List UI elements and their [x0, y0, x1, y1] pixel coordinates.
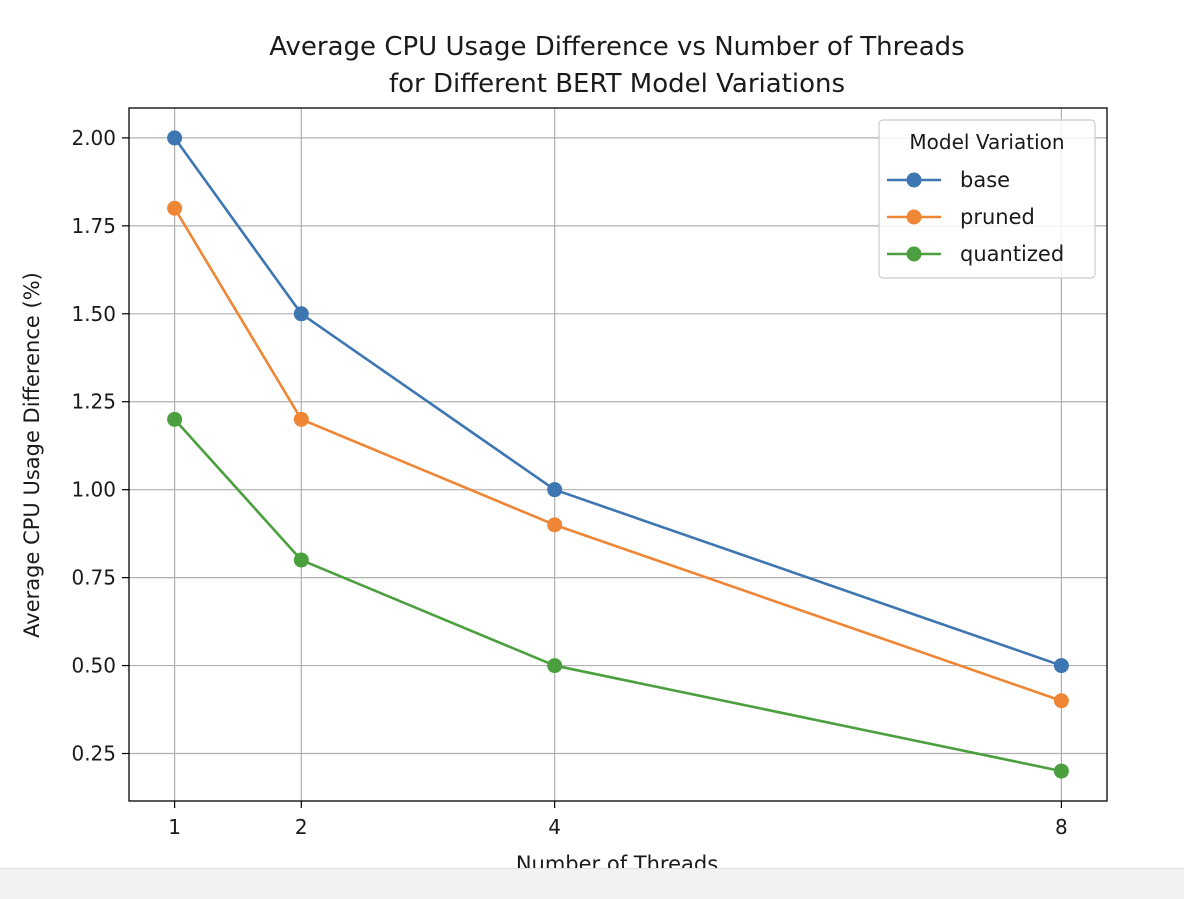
data-point: [167, 130, 183, 146]
data-point: [547, 517, 563, 533]
y-tick-label: 0.50: [71, 654, 116, 678]
x-axis-ticks: 1 2 4 8: [168, 801, 1068, 839]
data-point: [293, 552, 309, 568]
data-point: [547, 658, 563, 674]
legend-item-base: base: [887, 168, 1010, 192]
data-point: [293, 306, 309, 322]
series-layer: [167, 130, 1069, 779]
series-base: [167, 130, 1069, 674]
legend: Model Variation base pruned quantized: [878, 119, 1096, 279]
legend-label: quantized: [960, 242, 1064, 266]
legend-title: Model Variation: [909, 130, 1064, 154]
legend-item-quantized: quantized: [887, 242, 1064, 266]
y-tick-label: 0.75: [71, 566, 116, 590]
data-point: [293, 411, 309, 427]
data-point: [1053, 763, 1069, 779]
series-pruned: [167, 200, 1069, 709]
y-axis-label: Average CPU Usage Difference (%): [20, 272, 44, 638]
series-line: [173, 207, 1062, 702]
grid-lines: [129, 108, 1107, 801]
legend-item-pruned: pruned: [887, 205, 1035, 229]
y-axis-ticks: 0.25 0.50 0.75 1.00 1.25 1.50 1.75 2.00: [71, 126, 129, 766]
legend-label: pruned: [960, 205, 1035, 229]
y-tick-label: 1.25: [71, 390, 116, 414]
legend-box: [878, 119, 1096, 279]
y-tick-label: 0.25: [71, 742, 116, 766]
data-point: [1053, 693, 1069, 709]
chart-subtitle: for Different BERT Model Variations: [389, 69, 845, 99]
chart-title: Average CPU Usage Difference vs Number o…: [269, 32, 964, 62]
y-tick-label: 2.00: [71, 126, 116, 150]
legend-label: base: [960, 168, 1010, 192]
y-tick-label: 1.00: [71, 478, 116, 502]
window-bottom-strip: [0, 868, 1184, 899]
series-line: [173, 418, 1062, 773]
x-tick-label: 8: [1055, 815, 1068, 839]
data-point: [547, 482, 563, 498]
x-tick-label: 2: [295, 815, 308, 839]
x-tick-label: 4: [548, 815, 561, 839]
y-tick-label: 1.75: [71, 214, 116, 238]
data-point: [1053, 658, 1069, 674]
data-point: [167, 411, 183, 427]
series-line: [173, 137, 1062, 667]
series-quantized: [167, 411, 1069, 779]
legend-swatch-marker: [906, 246, 922, 262]
y-tick-label: 1.50: [71, 302, 116, 326]
legend-swatch-marker: [906, 209, 922, 225]
plot-frame: [128, 107, 1108, 802]
legend-swatch-marker: [906, 172, 922, 188]
data-point: [167, 200, 183, 216]
x-tick-label: 1: [168, 815, 181, 839]
